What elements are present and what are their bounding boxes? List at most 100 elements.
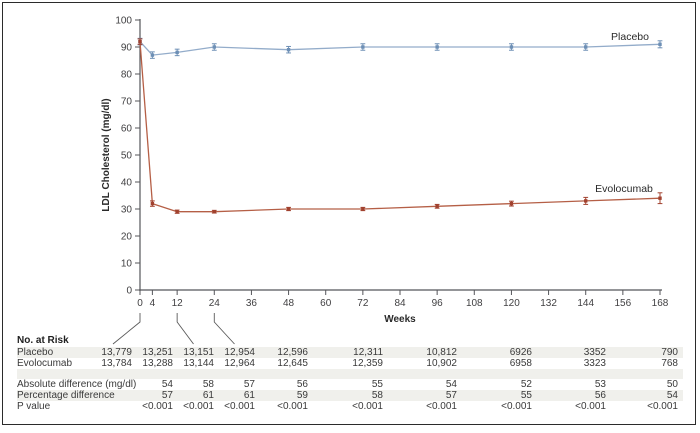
evolocumab-marker [212,210,216,214]
y-tick-label: 10 [121,259,133,270]
table-cell: 10,902 [426,358,457,369]
placebo-marker [658,42,662,46]
evolocumab-marker [175,210,179,214]
placebo-series-label: Placebo [611,31,649,43]
table-cell: 59 [296,390,308,401]
table-cell: 56 [594,390,606,401]
table-cell: <0.001 [647,401,678,412]
table-cell: 6958 [509,358,532,369]
table-cell: 50 [666,379,678,390]
table-row-spacer [17,369,683,379]
placebo-marker [286,48,291,52]
table-cell: 12,596 [277,347,308,358]
leader-line-week-0 [112,313,141,345]
x-tick-label: 96 [432,298,444,309]
table-cell: 12,359 [352,358,383,369]
table-cell: <0.001 [352,401,383,412]
y-tick-label: 20 [121,232,133,243]
y-tick-label: 70 [121,97,133,108]
y-tick-label: 90 [121,43,133,54]
table-row-placebo: Placebo 13,779 13,251 13,151 12,954 12,596 12,… [17,347,683,358]
table-cell: 12,645 [277,358,308,369]
row-label: Absolute difference (mg/dl) [17,379,137,390]
table-cell: 13,251 [142,347,173,358]
table-cell: 54 [161,379,173,390]
table-cell: <0.001 [183,401,214,412]
table-cell: 13,144 [183,358,214,369]
table-cell: <0.001 [575,401,606,412]
table-row-evolocumab: Evolocumab 13,784 13,288 13,144 12,964 12,645… [17,358,683,369]
table-row-absolute-difference-mg-dl: Absolute difference (mg/dl) 54 58 57 56 55 54 5… [17,379,683,390]
x-tick-label: 24 [209,298,221,309]
y-tick-label: 30 [121,205,133,216]
table-cell: 13,288 [142,358,173,369]
table-cell: <0.001 [224,401,255,412]
table-cell: 57 [445,390,457,401]
x-tick-label: 144 [577,298,594,309]
table-cell: 57 [243,379,255,390]
table-cell: 54 [445,379,457,390]
table-cell: <0.001 [142,401,173,412]
x-tick-label: 168 [652,298,669,309]
row-label: Percentage difference [17,390,115,401]
table-cell: 61 [243,390,255,401]
table-cell: 55 [371,379,383,390]
placebo-marker [435,45,439,49]
x-tick-label: 120 [503,298,520,309]
x-tick-label: 12 [172,298,184,309]
table-cell: 13,779 [101,347,132,358]
table-cell: 13,784 [101,358,132,369]
x-tick-label: 36 [246,298,258,309]
leader-line-week-12 [176,313,194,345]
evolocumab-marker [435,204,439,208]
y-tick-label: 100 [115,16,132,27]
row-label: Placebo [17,347,54,358]
table-row-p-value: P value <0.001 <0.001 <0.001 <0.001 <0.001 <0.… [17,401,683,412]
table-cell: 55 [520,390,532,401]
evolocumab-line [139,41,661,213]
x-tick-label: 108 [466,298,483,309]
table-cell: <0.001 [277,401,308,412]
x-tick-label: 72 [357,298,369,309]
number-at-risk-table: No. at Risk Placebo 13,779 13,251 13,151 12,… [17,334,683,412]
evolocumab-marker [138,39,142,44]
placebo-marker [150,53,155,57]
table-cell: 6926 [509,347,532,358]
placebo-marker [361,45,365,49]
table-cell: 52 [520,379,532,390]
table-row-percentage-difference: Percentage difference 57 61 61 59 58 57 55 56 54 [17,390,683,401]
x-tick-label: 132 [540,298,557,309]
x-tick-label: 0 [137,298,143,309]
x-tick-label: 48 [283,298,295,309]
table-cell: 61 [202,390,214,401]
x-tick-label: 60 [320,298,332,309]
table-cell: 768 [661,358,678,369]
table-cell: 10,812 [426,347,457,358]
y-tick-label: 80 [121,70,133,81]
x-axis-title: Weeks [384,314,416,325]
evolocumab-series-label: Evolocumab [595,183,653,195]
table-cell: 53 [594,379,606,390]
table-cell: 54 [666,390,678,401]
risk-table-header: No. at Risk [17,335,69,346]
placebo-line [139,41,661,56]
x-tick-label: 156 [615,298,632,309]
table-cell: 12,964 [224,358,255,369]
evolocumab-marker [150,201,155,206]
table-cell: 58 [371,390,383,401]
table-cell: 13,151 [183,347,214,358]
placebo-marker [212,45,216,49]
evolocumab-marker [361,207,365,211]
y-tick-label: 60 [121,124,133,135]
y-tick-label: 50 [121,151,133,162]
leader-line-week-24 [213,313,235,345]
placebo-marker [175,50,179,55]
table-cell: 57 [161,390,173,401]
table-cell: 12,954 [224,347,255,358]
table-cell: <0.001 [426,401,457,412]
risk-table-rows: Placebo 13,779 13,251 13,151 12,954 12,596 12,… [17,347,683,412]
evolocumab-marker [286,207,291,211]
y-tick-label: 0 [126,286,132,297]
evolocumab-marker [509,201,514,206]
